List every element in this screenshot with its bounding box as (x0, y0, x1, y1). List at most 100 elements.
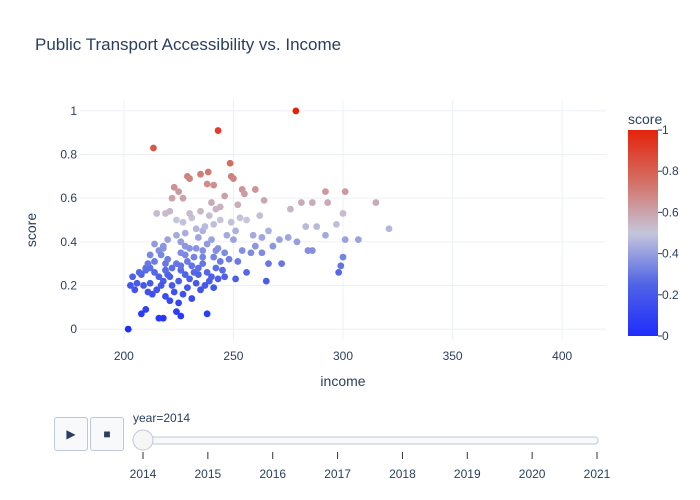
data-point[interactable] (133, 279, 141, 287)
data-point[interactable] (238, 247, 246, 254)
data-point[interactable] (243, 216, 250, 224)
data-point[interactable] (173, 308, 180, 316)
data-point[interactable] (179, 290, 187, 298)
data-point[interactable] (140, 282, 147, 289)
data-point[interactable] (333, 220, 340, 228)
data-point[interactable] (258, 249, 266, 257)
data-point[interactable] (157, 282, 165, 289)
data-point[interactable] (194, 271, 202, 278)
data-point[interactable] (192, 244, 200, 252)
data-point[interactable] (234, 258, 242, 265)
data-point[interactable] (308, 247, 316, 254)
data-point[interactable] (135, 268, 143, 276)
data-point[interactable] (175, 277, 183, 285)
data-point[interactable] (322, 231, 329, 239)
data-point[interactable] (199, 247, 207, 254)
data-point[interactable] (197, 170, 204, 178)
data-point[interactable] (170, 288, 178, 296)
data-point[interactable] (203, 310, 211, 318)
data-point[interactable] (216, 216, 224, 224)
data-point[interactable] (175, 188, 183, 196)
data-point[interactable] (251, 242, 259, 250)
data-point[interactable] (194, 234, 202, 241)
data-point[interactable] (269, 242, 277, 250)
data-point[interactable] (276, 236, 283, 244)
data-point[interactable] (201, 282, 209, 289)
data-point[interactable] (181, 242, 189, 250)
data-point[interactable] (142, 306, 150, 313)
slider-year-label[interactable]: 2020 (519, 467, 546, 481)
data-point[interactable] (339, 253, 347, 261)
data-point[interactable] (131, 286, 139, 294)
data-point[interactable] (278, 260, 286, 268)
data-point[interactable] (164, 236, 172, 244)
slider-year-label[interactable]: 2018 (389, 467, 416, 481)
data-point[interactable] (177, 238, 185, 246)
data-point[interactable] (203, 268, 211, 276)
data-point[interactable] (194, 264, 202, 272)
data-point[interactable] (265, 260, 272, 268)
data-point[interactable] (308, 199, 316, 206)
data-point[interactable] (153, 210, 161, 217)
data-point[interactable] (162, 266, 169, 274)
slider-year-label[interactable]: 2015 (195, 467, 222, 481)
data-point[interactable] (168, 264, 176, 272)
slider-year-label[interactable]: 2016 (259, 467, 286, 481)
data-point[interactable] (262, 277, 270, 285)
data-point[interactable] (322, 188, 329, 196)
data-point[interactable] (144, 260, 152, 268)
data-point[interactable] (372, 199, 380, 206)
data-point[interactable] (199, 253, 207, 261)
data-point[interactable] (188, 295, 196, 302)
slider-rail[interactable] (139, 436, 599, 445)
data-point[interactable] (385, 225, 393, 233)
data-point[interactable] (230, 236, 237, 244)
data-point[interactable] (155, 273, 163, 281)
data-point[interactable] (127, 282, 134, 289)
data-point[interactable] (341, 188, 349, 196)
data-point[interactable] (354, 236, 362, 244)
data-point[interactable] (137, 310, 145, 318)
data-point[interactable] (227, 218, 235, 226)
stop-button[interactable]: ■ (90, 417, 124, 451)
data-point[interactable] (173, 231, 180, 239)
data-point[interactable] (177, 262, 185, 270)
data-point[interactable] (210, 253, 218, 261)
data-point[interactable] (173, 216, 180, 224)
data-point[interactable] (146, 251, 154, 259)
data-point[interactable] (151, 258, 158, 265)
data-point[interactable] (265, 227, 272, 235)
data-point[interactable] (232, 275, 240, 283)
data-point[interactable] (124, 325, 132, 333)
data-point[interactable] (335, 268, 343, 276)
data-point[interactable] (225, 255, 233, 263)
data-point[interactable] (201, 223, 209, 230)
data-point[interactable] (205, 212, 213, 220)
data-point[interactable] (287, 205, 294, 213)
data-point[interactable] (153, 286, 161, 294)
data-point[interactable] (324, 199, 332, 206)
data-point[interactable] (247, 249, 255, 257)
data-point[interactable] (232, 227, 240, 235)
data-point[interactable] (341, 236, 349, 244)
data-point[interactable] (214, 275, 222, 283)
data-point[interactable] (204, 168, 212, 176)
data-point[interactable] (170, 183, 178, 191)
data-point[interactable] (251, 186, 259, 193)
data-point[interactable] (249, 231, 257, 239)
data-point[interactable] (199, 260, 207, 268)
data-point[interactable] (181, 229, 189, 237)
data-point[interactable] (177, 249, 185, 257)
data-point[interactable] (234, 201, 242, 209)
data-point[interactable] (197, 207, 204, 215)
data-point[interactable] (186, 210, 193, 217)
data-point[interactable] (197, 286, 204, 294)
data-point[interactable] (186, 175, 193, 182)
data-point[interactable] (159, 244, 167, 252)
data-point[interactable] (230, 175, 237, 182)
data-point[interactable] (192, 279, 200, 287)
data-point[interactable] (181, 271, 189, 278)
data-point[interactable] (168, 282, 176, 289)
data-point[interactable] (221, 273, 229, 281)
data-point[interactable] (339, 210, 347, 217)
